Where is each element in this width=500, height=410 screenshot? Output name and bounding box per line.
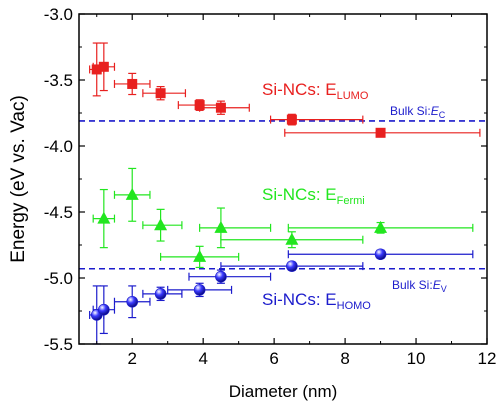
reference-label-subscript: C (439, 110, 446, 120)
lumo-square-marker (98, 61, 109, 72)
lumo-square-marker (155, 88, 166, 99)
y-tick-label: -3.0 (44, 5, 73, 24)
series-label-text: Si-NCs: E (262, 185, 337, 204)
lumo-square-marker (127, 78, 138, 89)
y-tick-label: -4.0 (44, 137, 73, 156)
series-label-subscript: HOMO (337, 300, 372, 312)
reference-label-text: Bulk Si: (392, 278, 433, 292)
lumo-square-marker (215, 102, 226, 113)
fermi-triangle-marker (374, 220, 388, 233)
error-bar (199, 207, 272, 249)
series-label: Si-NCs: EFermi (262, 185, 365, 207)
error-bar (269, 113, 364, 126)
x-tick-label: 2 (127, 349, 136, 368)
y-tick-label: -5.5 (44, 335, 73, 354)
y-axis-title: Energy (eV vs. Vac) (8, 95, 29, 263)
markers-layer (90, 61, 388, 321)
axes-layer: 2 4 6 8 10 12 -3.0 -3.5 -4.0 -4.5 -5.0 -5.5 (44, 5, 497, 368)
fermi-triangle-marker (97, 211, 111, 224)
series-label-text: Si-NCs: E (262, 80, 337, 99)
bulk-si-reference-label: Bulk Si:EC (390, 104, 446, 120)
x-tick-label: 4 (198, 349, 207, 368)
homo-sphere-marker (374, 248, 387, 261)
x-tick-label: 8 (340, 349, 349, 368)
homo-sphere-marker (193, 284, 206, 296)
series-label-subscript: Fermi (337, 195, 365, 207)
y-tick-label: -5.0 (44, 269, 73, 288)
reference-label-italic: E (431, 104, 440, 118)
x-tick-label: 12 (478, 349, 497, 368)
fermi-triangle-marker (285, 232, 299, 245)
homo-sphere-marker (286, 260, 298, 272)
fermi-triangle-marker (154, 218, 168, 231)
homo-sphere-marker (98, 303, 110, 316)
series-label-subscript: LUMO (337, 90, 369, 102)
series-label: Si-NCs: ELUMO (262, 80, 369, 102)
y-tick-label: -4.5 (44, 203, 73, 222)
homo-sphere-marker (215, 270, 227, 283)
reference-label-text: Bulk Si: (390, 104, 431, 118)
x-tick-label: 6 (269, 349, 278, 368)
x-tick-label: 10 (407, 349, 426, 368)
series-label: Si-NCs: EHOMO (262, 290, 371, 312)
series-label-text: Si-NCs: E (262, 290, 337, 309)
fermi-triangle-marker (214, 220, 228, 233)
fermi-triangle-marker (125, 187, 139, 200)
error-bar (188, 269, 272, 284)
reference-label-italic: E (433, 278, 442, 292)
lumo-square-marker (375, 127, 386, 138)
lumo-square-marker (194, 100, 205, 111)
y-tick-label: -3.5 (44, 71, 73, 90)
x-axis-title: Diameter (nm) (229, 382, 338, 401)
reference-lines-layer (79, 120, 487, 270)
homo-sphere-marker (126, 295, 139, 308)
bulk-si-reference-label: Bulk Si:EV (392, 278, 447, 294)
reference-label-subscript: V (441, 284, 447, 294)
lumo-square-marker (286, 114, 297, 125)
homo-sphere-marker (154, 288, 167, 300)
lumo-square-marker (91, 64, 102, 75)
fermi-triangle-marker (193, 249, 207, 262)
